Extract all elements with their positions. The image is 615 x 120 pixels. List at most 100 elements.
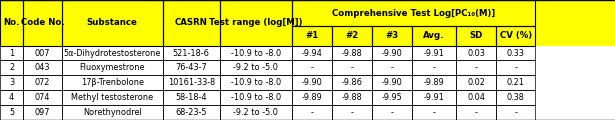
Bar [163, 46, 220, 60]
Text: -10.9 to -8.0: -10.9 to -8.0 [231, 78, 281, 87]
Text: -: - [514, 108, 517, 117]
Bar [62, 0, 163, 46]
Text: 072: 072 [34, 78, 50, 87]
Bar [163, 105, 220, 120]
Text: Fluoxymestrone: Fluoxymestrone [79, 63, 145, 72]
Bar [220, 0, 292, 46]
Text: 0.04: 0.04 [467, 93, 485, 102]
Text: -: - [475, 108, 478, 117]
Text: #2: #2 [346, 31, 359, 40]
Bar [496, 26, 535, 46]
Bar [332, 90, 372, 105]
Bar [412, 46, 456, 60]
Bar [62, 105, 163, 120]
Bar [0, 90, 23, 105]
Bar [332, 60, 372, 75]
Text: -9.91: -9.91 [424, 48, 445, 57]
Text: -9.88: -9.88 [342, 48, 362, 57]
Text: -: - [351, 108, 354, 117]
Text: 0.03: 0.03 [467, 48, 485, 57]
Bar [372, 90, 412, 105]
Text: 68-23-5: 68-23-5 [175, 108, 207, 117]
Bar [220, 75, 292, 90]
Bar [0, 105, 615, 120]
Text: No.: No. [4, 18, 20, 27]
Text: 10161-33-8: 10161-33-8 [168, 78, 215, 87]
Text: -9.89: -9.89 [302, 93, 322, 102]
Text: Test range (log[M]): Test range (log[M]) [209, 18, 303, 27]
Text: -9.91: -9.91 [424, 93, 445, 102]
Bar [163, 0, 220, 46]
Bar [220, 105, 292, 120]
Bar [0, 75, 23, 90]
Text: -: - [433, 108, 435, 117]
Text: CV (%): CV (%) [499, 31, 532, 40]
Bar [292, 0, 535, 26]
Bar [0, 60, 615, 75]
Bar [163, 75, 220, 90]
Bar [496, 90, 535, 105]
Text: Code No.: Code No. [20, 18, 65, 27]
Bar [412, 105, 456, 120]
Bar [163, 60, 220, 75]
Bar [0, 46, 23, 60]
Bar [220, 46, 292, 60]
Text: -9.2 to -5.0: -9.2 to -5.0 [234, 108, 278, 117]
Text: 043: 043 [34, 63, 50, 72]
Bar [456, 46, 496, 60]
Bar [456, 60, 496, 75]
Bar [292, 105, 332, 120]
Bar [292, 26, 332, 46]
Text: -10.9 to -8.0: -10.9 to -8.0 [231, 48, 281, 57]
Bar [62, 46, 163, 60]
Bar [0, 105, 23, 120]
Text: 0.02: 0.02 [467, 78, 485, 87]
Bar [412, 75, 456, 90]
Text: -: - [433, 63, 435, 72]
Text: -10.9 to -8.0: -10.9 to -8.0 [231, 93, 281, 102]
Text: -: - [475, 63, 478, 72]
Text: 4: 4 [9, 93, 14, 102]
Bar [62, 75, 163, 90]
Text: 5α-Dihydrotestosterone: 5α-Dihydrotestosterone [63, 48, 161, 57]
Text: Norethynodrel: Norethynodrel [83, 108, 141, 117]
Bar [496, 60, 535, 75]
Text: -9.2 to -5.0: -9.2 to -5.0 [234, 63, 278, 72]
Text: -9.90: -9.90 [302, 78, 322, 87]
Bar [292, 60, 332, 75]
Bar [372, 60, 412, 75]
Text: 0.33: 0.33 [507, 48, 525, 57]
Text: -: - [351, 63, 354, 72]
Text: -9.90: -9.90 [382, 48, 402, 57]
Bar [23, 90, 62, 105]
Bar [456, 26, 496, 46]
Bar [23, 60, 62, 75]
Text: -: - [311, 108, 314, 117]
Bar [62, 90, 163, 105]
Text: 007: 007 [34, 48, 50, 57]
Text: -9.86: -9.86 [342, 78, 362, 87]
Bar [23, 75, 62, 90]
Text: SD: SD [470, 31, 483, 40]
Bar [292, 90, 332, 105]
Text: 17β-Trenbolone: 17β-Trenbolone [81, 78, 144, 87]
Bar [332, 46, 372, 60]
Bar [220, 60, 292, 75]
Text: -9.94: -9.94 [302, 48, 322, 57]
Text: -: - [391, 63, 394, 72]
Bar [456, 105, 496, 120]
Text: -: - [391, 108, 394, 117]
Bar [332, 75, 372, 90]
Text: -: - [311, 63, 314, 72]
Bar [220, 90, 292, 105]
Text: 521-18-6: 521-18-6 [173, 48, 210, 57]
Bar [456, 90, 496, 105]
Bar [412, 60, 456, 75]
Bar [372, 26, 412, 46]
Bar [496, 75, 535, 90]
Bar [496, 105, 535, 120]
Text: 76-43-7: 76-43-7 [175, 63, 207, 72]
Text: 2: 2 [9, 63, 14, 72]
Bar [412, 26, 456, 46]
Text: 074: 074 [34, 93, 50, 102]
